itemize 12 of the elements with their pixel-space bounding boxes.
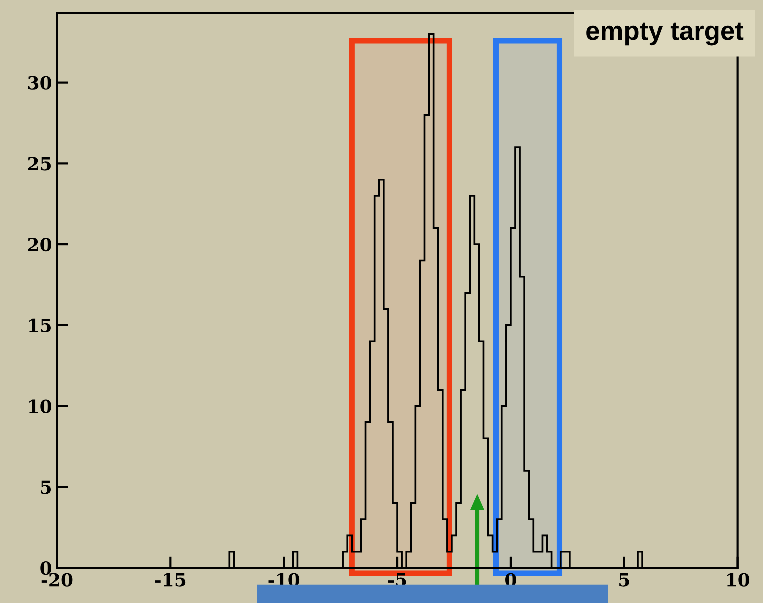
y-tick-label: 30 [28, 76, 52, 90]
y-tick-label: 10 [29, 400, 52, 414]
annotation: empty target [586, 22, 744, 46]
y-tick-label: 0 [40, 561, 52, 576]
x-tick-label: -15 [155, 573, 186, 587]
y-tick-label: 5 [41, 480, 51, 494]
x-tick-label: 10 [727, 573, 750, 587]
x-tick-label: -20 [42, 573, 73, 587]
y-tick-label: 20 [28, 238, 52, 252]
y-tick-label: 15 [29, 318, 51, 333]
x-tick-label: 5 [620, 573, 630, 587]
y-tick-label: 25 [28, 157, 51, 171]
